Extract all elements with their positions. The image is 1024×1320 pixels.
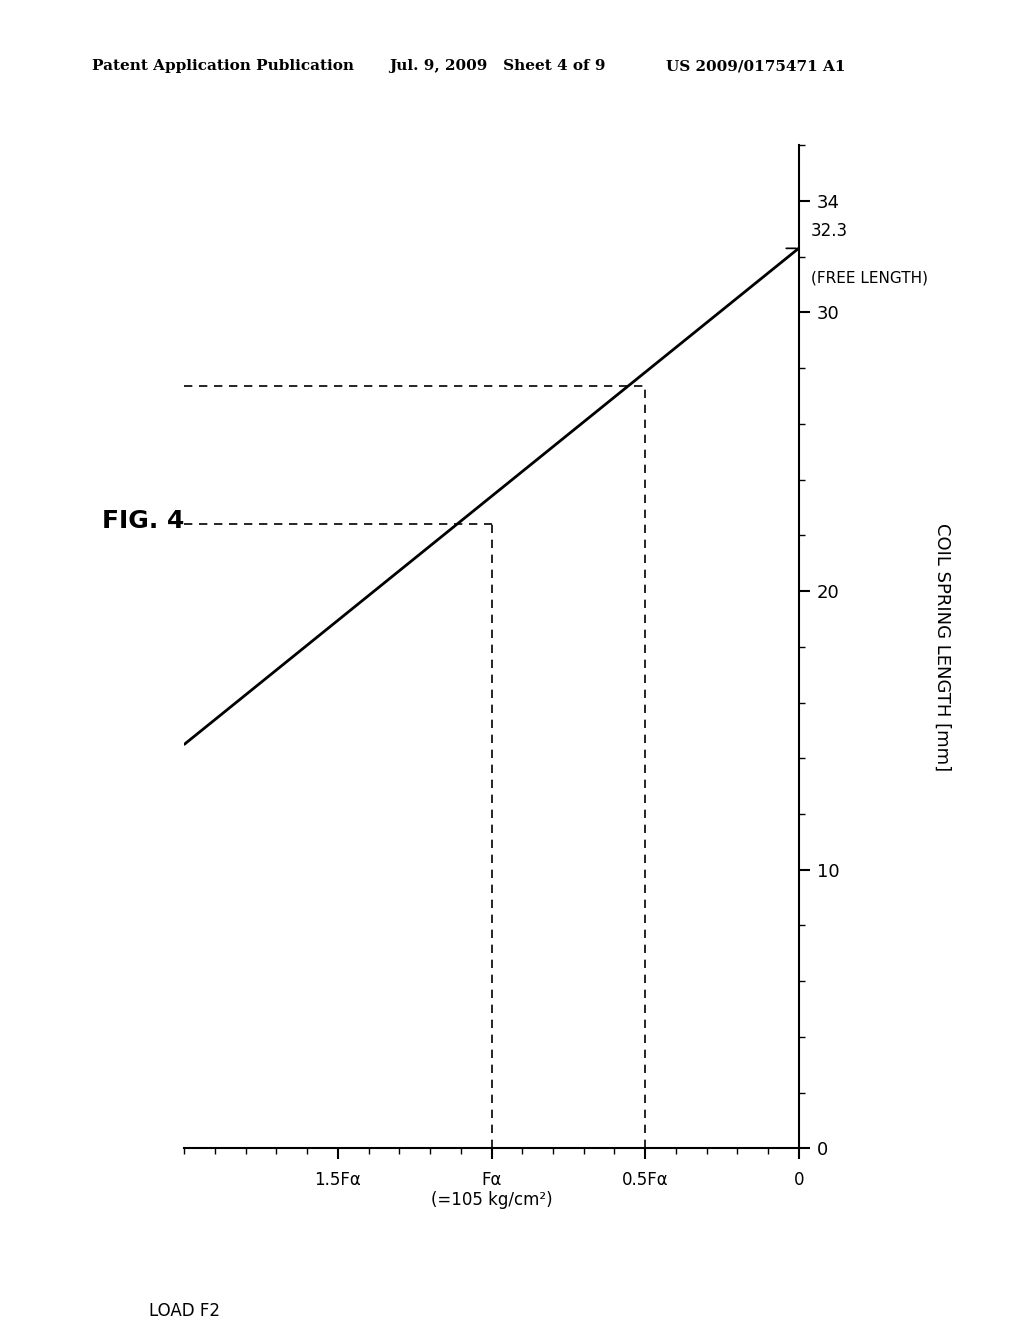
Text: Patent Application Publication: Patent Application Publication xyxy=(92,59,354,74)
Text: US 2009/0175471 A1: US 2009/0175471 A1 xyxy=(666,59,845,74)
Text: FIG. 4: FIG. 4 xyxy=(102,510,184,533)
Text: 32.3: 32.3 xyxy=(811,222,848,240)
Text: LOAD F2: LOAD F2 xyxy=(148,1302,220,1320)
Y-axis label: COIL SPRING LENGTH [mm]: COIL SPRING LENGTH [mm] xyxy=(933,523,951,771)
Text: Jul. 9, 2009   Sheet 4 of 9: Jul. 9, 2009 Sheet 4 of 9 xyxy=(389,59,605,74)
Text: (FREE LENGTH): (FREE LENGTH) xyxy=(811,271,928,285)
